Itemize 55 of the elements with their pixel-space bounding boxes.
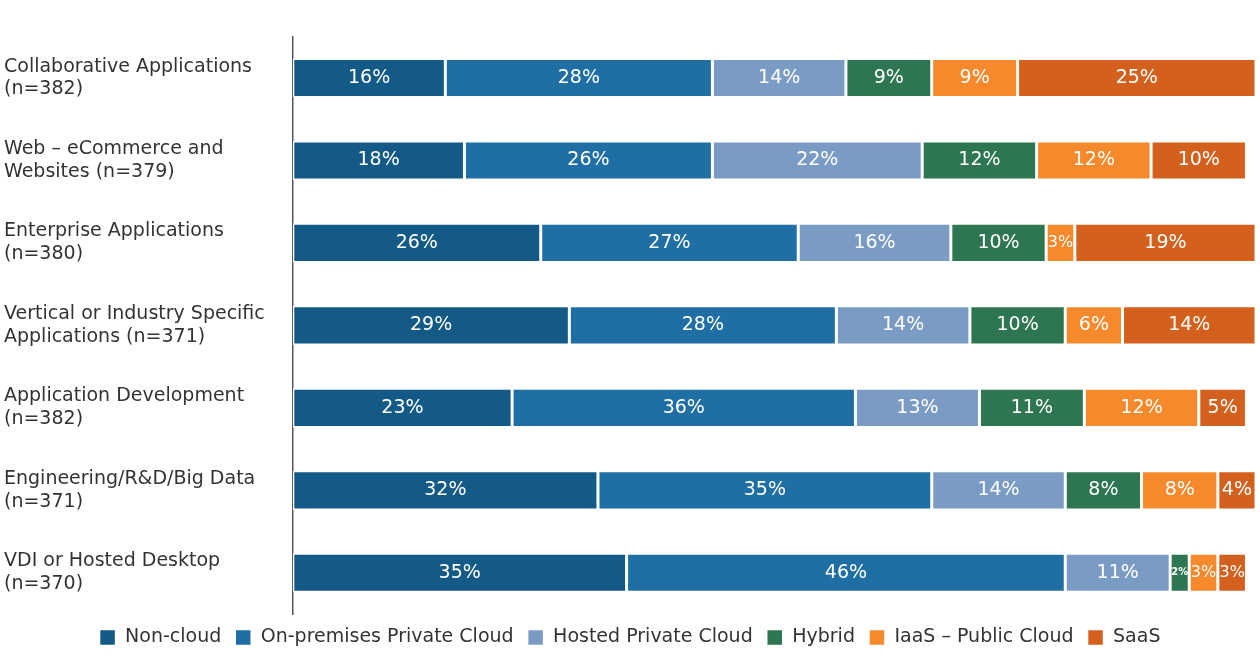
data-label: 12%	[958, 147, 1001, 170]
legend-label: IaaS – Public Cloud	[894, 624, 1074, 647]
data-label: 26%	[395, 229, 438, 252]
data-label: 8%	[1164, 477, 1195, 500]
legend-label: Hosted Private Cloud	[553, 624, 753, 647]
data-label: 19%	[1144, 229, 1187, 252]
data-label: 5%	[1207, 394, 1238, 417]
data-label: 8%	[1088, 477, 1119, 500]
y-tick-label: Enterprise Applications (n=380)	[4, 218, 224, 264]
data-label: 14%	[1168, 312, 1211, 335]
y-tick-label: Engineering/R&D/Big Data (n=371)	[4, 465, 256, 511]
data-label: 14%	[882, 312, 925, 335]
data-label: 35%	[438, 559, 481, 582]
y-tick-label: Web – eCommerce and Websites (n=379)	[4, 136, 224, 181]
data-label: 14%	[977, 477, 1020, 500]
data-label: 27%	[648, 229, 691, 252]
data-label: 28%	[681, 312, 724, 335]
y-tick-label: Vertical or Industry Specific Applications (n=371)	[4, 300, 265, 346]
data-label: 36%	[662, 394, 705, 417]
data-label: 3%	[1047, 232, 1074, 252]
data-label: 16%	[347, 64, 391, 87]
data-label: 4%	[1221, 477, 1252, 500]
data-label: 35%	[743, 477, 786, 500]
legend-label: On-premises Private Cloud	[260, 624, 514, 647]
data-label: 26%	[567, 147, 610, 170]
data-label: 11%	[1096, 559, 1139, 582]
data-label: 12%	[1120, 394, 1163, 417]
data-label: 32%	[424, 477, 467, 500]
data-label: 29%	[409, 312, 453, 335]
data-label: 46%	[824, 559, 868, 582]
data-label: 6%	[1078, 312, 1109, 335]
y-tick-label: VDI or Hosted Desktop (n=370)	[4, 548, 221, 594]
data-label: 2%	[1171, 566, 1189, 578]
data-label: 16%	[853, 229, 896, 252]
data-label: 25%	[1115, 64, 1158, 87]
data-label: 10%	[977, 229, 1020, 252]
data-label: 3%	[1190, 561, 1217, 581]
legend-label: SaaS	[1113, 624, 1161, 647]
data-label: 11%	[1010, 394, 1053, 417]
data-label: 10%	[1177, 147, 1220, 170]
legend-label: Non-cloud	[125, 624, 222, 647]
legend-label: Hybrid	[792, 624, 855, 647]
data-label: 22%	[796, 147, 839, 170]
data-label: 28%	[557, 64, 600, 87]
y-tick-label: Collaborative Applications (n=382)	[4, 53, 252, 99]
y-tick-label: Application Development (n=382)	[4, 383, 245, 429]
data-label: 9%	[873, 64, 904, 87]
data-label: 12%	[1072, 147, 1115, 170]
data-label: 10%	[996, 312, 1039, 335]
data-label: 13%	[896, 394, 939, 417]
data-label: 14%	[758, 64, 801, 87]
data-label: 23%	[381, 394, 424, 417]
data-label: 9%	[959, 64, 990, 87]
data-label: 3%	[1219, 561, 1245, 581]
data-label: 18%	[357, 147, 400, 170]
